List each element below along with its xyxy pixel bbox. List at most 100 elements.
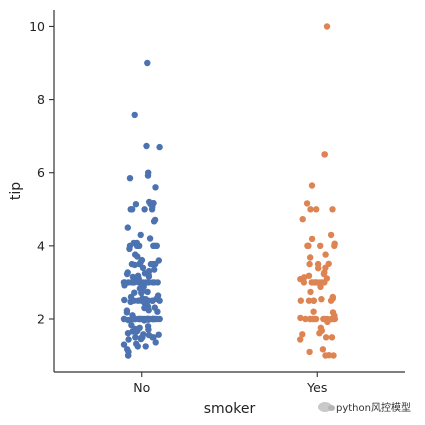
data-point-no <box>150 242 157 249</box>
data-point-yes <box>308 235 316 243</box>
data-point-no <box>144 172 152 179</box>
data-point-yes <box>307 315 314 323</box>
data-point-no <box>144 288 151 296</box>
data-point-no <box>156 143 163 151</box>
data-point-yes <box>307 254 314 261</box>
data-point-yes <box>312 315 320 323</box>
data-point-no <box>155 331 162 338</box>
data-point-no <box>132 334 139 341</box>
data-point-no <box>134 253 141 260</box>
data-point-no <box>132 201 140 208</box>
data-point-yes <box>318 296 325 303</box>
y-axis-label: tip <box>8 182 24 200</box>
data-point-yes <box>299 331 306 338</box>
data-point-no <box>134 343 141 350</box>
data-point-no <box>145 279 153 286</box>
y-tick-label: 8 <box>37 92 45 107</box>
data-point-no <box>149 297 156 304</box>
data-point-yes <box>305 272 313 279</box>
data-point-yes <box>310 308 317 315</box>
data-point-yes <box>324 318 331 326</box>
data-point-yes <box>321 151 328 158</box>
data-point-yes <box>327 297 335 304</box>
data-point-yes <box>329 206 336 213</box>
data-point-no <box>126 245 133 252</box>
data-point-yes <box>305 242 312 249</box>
data-point-yes <box>307 206 314 213</box>
x-axis: No Yes <box>133 372 327 395</box>
data-point-no <box>141 317 148 324</box>
data-point-yes <box>317 283 324 290</box>
watermark-text: python风控模型 <box>336 403 411 414</box>
data-point-yes <box>327 231 335 239</box>
data-point-no <box>145 326 152 333</box>
data-point-no <box>139 264 147 271</box>
data-point-no <box>120 341 128 348</box>
data-point-no <box>152 339 159 346</box>
data-point-no <box>125 316 132 324</box>
data-point-no <box>125 352 132 359</box>
data-point-yes <box>310 297 317 304</box>
y-tick-label: 6 <box>37 165 45 180</box>
data-point-no <box>154 308 161 315</box>
data-point-yes <box>311 279 319 286</box>
data-point-no <box>131 111 138 119</box>
data-point-yes <box>307 288 314 296</box>
data-point-no <box>123 270 131 278</box>
data-point-no <box>148 206 156 213</box>
data-point-yes <box>328 334 336 341</box>
data-point-no <box>152 184 159 191</box>
data-point-no <box>142 343 149 350</box>
wechat-icon <box>318 401 335 412</box>
x-tick-label: Yes <box>306 380 327 395</box>
data-point-yes <box>323 23 331 30</box>
data-point-no <box>137 335 145 343</box>
data-point-no <box>150 218 158 225</box>
data-point-no <box>124 224 131 231</box>
data-point-no <box>124 330 132 337</box>
data-point-yes <box>317 242 324 249</box>
data-point-no <box>141 206 148 213</box>
data-point-no <box>121 296 128 304</box>
data-point-no <box>144 59 151 67</box>
data-point-no <box>128 279 135 286</box>
x-axis-label: smoker <box>204 401 256 417</box>
data-point-yes <box>297 336 304 343</box>
data-point-yes <box>322 251 329 258</box>
y-axis: 2 4 6 8 10 <box>29 19 54 326</box>
data-point-no <box>137 231 144 239</box>
data-point-yes <box>299 216 306 223</box>
data-point-no <box>143 142 150 150</box>
data-point-yes <box>306 260 313 268</box>
data-point-yes <box>297 297 304 304</box>
data-point-no <box>126 175 134 182</box>
data-point-no <box>153 315 160 323</box>
data-point-no <box>131 261 138 269</box>
data-point-yes <box>313 206 320 213</box>
data-point-no <box>123 309 131 316</box>
data-point-yes <box>305 297 313 304</box>
data-point-no <box>150 260 157 268</box>
data-point-no <box>138 289 145 297</box>
data-point-yes <box>322 334 330 341</box>
data-point-no <box>121 282 128 289</box>
y-tick-label: 4 <box>37 238 45 253</box>
data-point-yes <box>330 352 337 359</box>
data-point-no <box>136 242 143 249</box>
data-point-no <box>128 206 135 213</box>
data-point-no <box>156 297 163 304</box>
data-point-no <box>125 336 132 343</box>
data-point-yes <box>302 315 309 323</box>
data-point-no <box>151 279 158 286</box>
data-point-no <box>127 298 134 305</box>
data-point-yes <box>331 242 338 249</box>
data-point-no <box>145 307 152 314</box>
y-tick-label: 2 <box>37 311 45 326</box>
data-point-yes <box>297 314 304 322</box>
data-point-yes <box>315 265 322 272</box>
data-point-yes <box>300 279 308 286</box>
data-point-no <box>145 273 153 280</box>
x-tick-label: No <box>133 380 150 395</box>
data-point-yes <box>303 200 311 207</box>
